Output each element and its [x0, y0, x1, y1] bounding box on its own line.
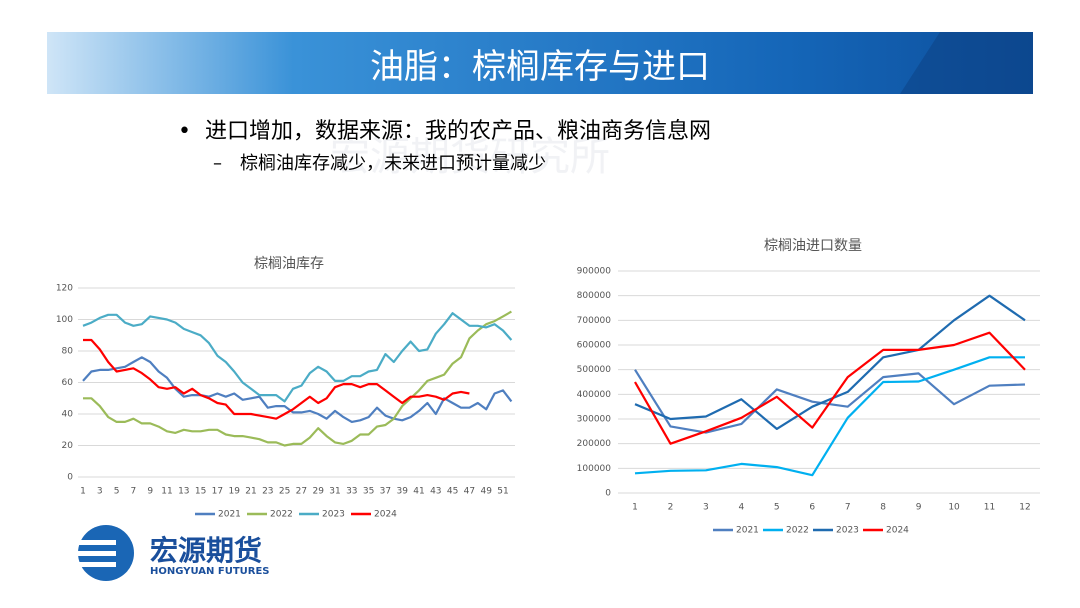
x-tick-label: 8 [880, 503, 886, 513]
y-tick-label: 600000 [577, 341, 612, 351]
y-tick-label: 200000 [577, 439, 612, 449]
x-tick-label: 10 [948, 503, 960, 513]
header-bar [47, 32, 1033, 94]
series-line [82, 312, 513, 403]
x-tick-label: 27 [296, 487, 307, 497]
logo-mark [76, 540, 116, 545]
x-tick-label: 23 [262, 487, 273, 497]
y-tick-label: 80 [62, 347, 74, 357]
y-tick-label: 0 [605, 489, 611, 499]
y-tick-label: 300000 [577, 415, 612, 425]
x-tick-label: 7 [845, 503, 851, 513]
logo-mark [76, 551, 116, 556]
bullet-dot: • [178, 119, 191, 144]
x-tick-label: 1 [80, 487, 86, 497]
y-tick-label: 900000 [577, 267, 612, 277]
x-tick-label: 11 [161, 487, 172, 497]
x-tick-label: 33 [346, 487, 357, 497]
y-tick-label: 700000 [577, 316, 612, 326]
y-tick-label: 400000 [577, 390, 612, 400]
y-tick-label: 120 [56, 284, 73, 294]
x-tick-label: 5 [774, 503, 780, 513]
chart-title: 棕榈油进口数量 [764, 238, 862, 254]
x-tick-label: 49 [480, 487, 492, 497]
x-tick-label: 5 [114, 487, 120, 497]
series-line [83, 310, 512, 447]
x-tick-label: 19 [228, 487, 240, 497]
x-tick-label: 11 [984, 503, 995, 513]
x-tick-label: 1 [632, 503, 638, 513]
y-tick-label: 100000 [577, 464, 612, 474]
series-line [634, 331, 1026, 445]
header-accent [900, 32, 1033, 94]
x-tick-label: 6 [809, 503, 815, 513]
legend-label: 2021 [736, 526, 759, 536]
x-tick-label: 29 [312, 487, 324, 497]
x-tick-label: 35 [363, 487, 374, 497]
x-tick-label: 39 [396, 487, 408, 497]
legend-label: 2022 [786, 526, 809, 536]
legend-label: 2023 [836, 526, 859, 536]
legend-label: 2021 [218, 510, 241, 520]
x-tick-label: 51 [497, 487, 508, 497]
logo-name: 宏源期货 [150, 534, 262, 567]
x-tick-label: 13 [178, 487, 189, 497]
legend-label: 2023 [322, 510, 345, 520]
x-tick-label: 9 [147, 487, 153, 497]
legend-label: 2024 [374, 510, 397, 520]
x-tick-label: 7 [131, 487, 137, 497]
x-tick-label: 3 [97, 487, 103, 497]
logo-english: HONGYUAN FUTURES [150, 566, 270, 577]
series-line [634, 294, 1026, 430]
chart-title: 棕榈油库存 [254, 256, 324, 272]
y-tick-label: 500000 [577, 365, 612, 375]
x-tick-label: 25 [279, 487, 290, 497]
x-tick-label: 37 [380, 487, 391, 497]
y-tick-label: 100 [56, 315, 73, 325]
legend-label: 2022 [270, 510, 293, 520]
y-tick-label: 60 [62, 378, 74, 388]
x-tick-label: 41 [413, 487, 424, 497]
x-tick-label: 21 [245, 487, 256, 497]
x-tick-label: 31 [329, 487, 340, 497]
series-line [82, 356, 513, 423]
series-line [83, 338, 470, 420]
x-tick-label: 47 [464, 487, 475, 497]
x-tick-label: 3 [703, 503, 709, 513]
watermark: 宏源期货研究所 [330, 134, 610, 180]
bullet-text: 进口增加，数据来源：我的农产品、粮油商务信息网 [205, 119, 711, 144]
x-tick-label: 43 [430, 487, 441, 497]
bullet-text: 棕榈油库存减少，未来进口预计量减少 [240, 153, 546, 174]
x-tick-label: 9 [916, 503, 922, 513]
y-tick-label: 20 [62, 441, 74, 451]
logo-mark [76, 562, 116, 567]
slide-title: 油脂：棕榈库存与进口 [370, 47, 710, 87]
legend-label: 2024 [886, 526, 909, 536]
x-tick-label: 12 [1019, 503, 1030, 513]
x-tick-label: 2 [668, 503, 674, 513]
y-tick-label: 0 [67, 473, 73, 483]
x-tick-label: 4 [738, 503, 744, 513]
series-line [634, 356, 1025, 477]
y-tick-label: 800000 [577, 291, 612, 301]
x-tick-label: 45 [447, 487, 458, 497]
logo: 宏源期货 HONGYUAN FUTURES [76, 525, 270, 581]
x-tick-label: 15 [195, 487, 206, 497]
bullet-dash: – [213, 153, 222, 174]
y-tick-label: 40 [62, 410, 74, 420]
x-tick-label: 17 [212, 487, 223, 497]
